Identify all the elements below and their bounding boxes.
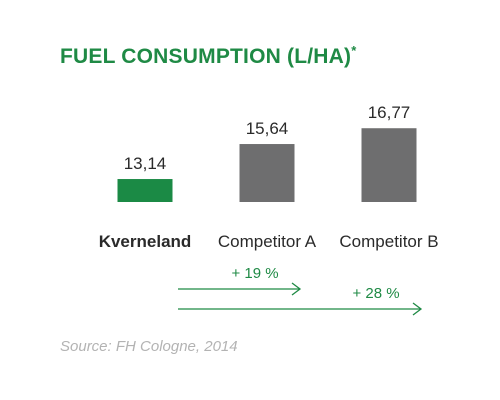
category-label-competitor-b: Competitor B [339, 232, 438, 251]
bar-competitor-a [239, 144, 295, 202]
chart-title-text: FUEL CONSUMPTION (L/HA) [60, 45, 352, 68]
comparison-label-2: + 28 % [352, 285, 399, 302]
chart-title: FUEL CONSUMPTION (L/HA)* [60, 43, 356, 69]
comparison-arrowhead-2 [412, 302, 423, 316]
value-label-competitor-b: 16,77 [368, 103, 411, 122]
comparison-arrowhead-1 [291, 282, 302, 296]
bar-kverneland [117, 179, 173, 202]
category-label-competitor-a: Competitor A [218, 232, 317, 251]
value-label-competitor-a: 15,64 [246, 119, 289, 138]
title-footnote-mark: * [351, 43, 357, 58]
bar-competitor-b [361, 128, 417, 202]
category-label-kverneland: Kverneland [99, 232, 192, 251]
comparison-label-1: + 19 % [231, 265, 278, 282]
source-note: Source: FH Cologne, 2014 [60, 338, 238, 355]
value-label-kverneland: 13,14 [124, 154, 167, 173]
